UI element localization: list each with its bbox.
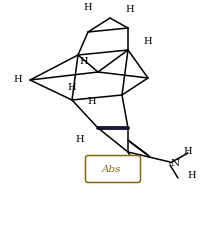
Text: H: H: [184, 148, 192, 157]
Text: H: H: [76, 136, 84, 144]
Text: N: N: [170, 159, 180, 167]
Text: H: H: [88, 98, 96, 106]
Text: Abs: Abs: [102, 165, 122, 174]
Text: H: H: [68, 83, 76, 92]
Text: H: H: [188, 171, 196, 180]
Text: H: H: [14, 76, 22, 84]
Text: H: H: [80, 58, 88, 67]
Text: H: H: [144, 38, 152, 46]
Text: H: H: [84, 3, 92, 13]
FancyBboxPatch shape: [86, 156, 141, 182]
Text: H: H: [126, 6, 134, 15]
